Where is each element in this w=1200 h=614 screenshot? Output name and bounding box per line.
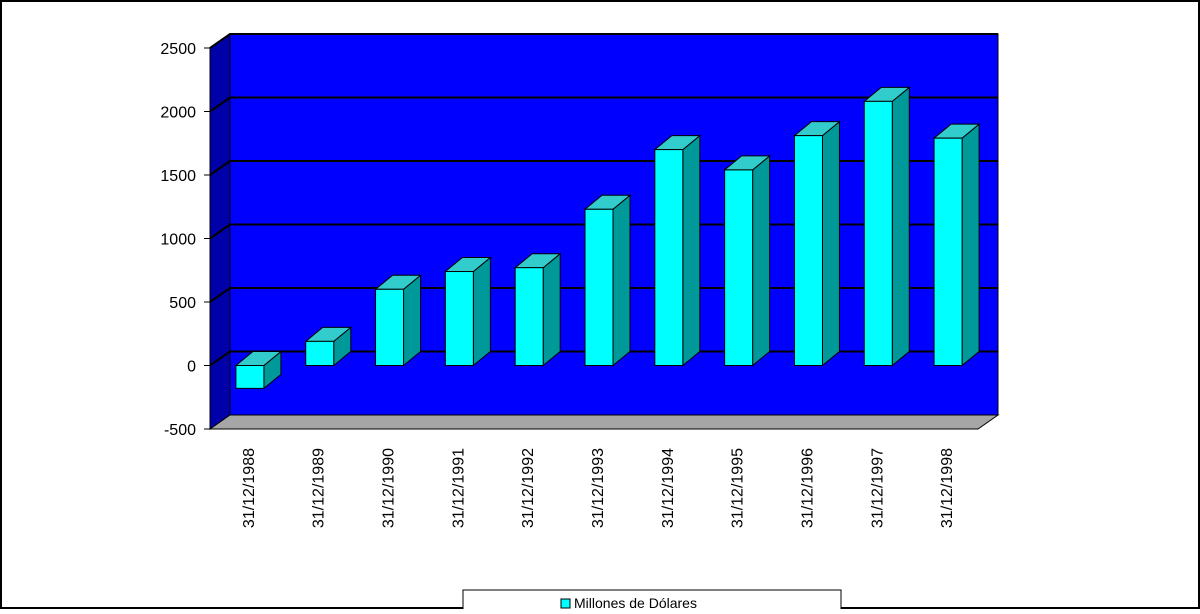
- bar-front: [444, 271, 474, 366]
- bar-front: [375, 288, 405, 366]
- bar-front: [933, 137, 963, 366]
- bar: [513, 252, 562, 367]
- bar-front: [235, 365, 265, 389]
- x-tick-label: 31/12/1988: [241, 448, 258, 528]
- x-tick-label: 31/12/1995: [730, 448, 747, 528]
- bar-side: [752, 154, 771, 367]
- bar-front: [584, 208, 614, 366]
- bar: [793, 120, 841, 367]
- x-tick-label: 31/12/1991: [450, 448, 467, 528]
- y-tick-label: 1000: [160, 232, 196, 249]
- x-tick-label: 31/12/1998: [939, 448, 956, 528]
- bar-front: [654, 149, 684, 366]
- x-tick-label: 31/12/1993: [590, 448, 607, 528]
- bar: [583, 194, 632, 367]
- x-tick-label: 31/12/1990: [381, 448, 398, 528]
- gridline: [209, 96, 998, 113]
- bar: [374, 274, 422, 367]
- bar: [862, 86, 911, 367]
- bar: [304, 326, 353, 367]
- gridline: [209, 33, 998, 49]
- floor: [208, 414, 1000, 430]
- y-tick-label: -500: [164, 422, 196, 439]
- bar: [234, 350, 283, 390]
- bar-side: [891, 86, 910, 367]
- bar-side: [682, 134, 701, 367]
- x-tick-label: 31/12/1996: [799, 448, 816, 528]
- bar-side: [403, 274, 422, 367]
- bar: [932, 123, 981, 367]
- x-tick-label: 31/12/1989: [311, 448, 328, 528]
- bar-side: [542, 252, 561, 367]
- bar: [653, 134, 702, 367]
- y-tick-label: 0: [187, 359, 196, 376]
- bar-side: [961, 123, 980, 367]
- bar-front: [793, 135, 823, 366]
- legend-label: Millones de Dólares: [574, 595, 697, 609]
- y-tick-label: 2500: [160, 41, 196, 58]
- bar-side: [472, 256, 491, 367]
- legend: Millones de Dólares: [462, 589, 842, 613]
- bar-front: [305, 340, 335, 366]
- x-tick-label: 31/12/1997: [869, 448, 886, 528]
- bar-front: [514, 267, 544, 366]
- y-tick-label: 2000: [160, 105, 196, 122]
- y-tick-label: 1500: [160, 168, 196, 185]
- bar-front: [724, 169, 754, 366]
- bar-front: [863, 100, 893, 366]
- x-tick-label: 31/12/1992: [520, 448, 537, 528]
- x-tick-label: 31/12/1994: [660, 448, 677, 528]
- bar: [723, 154, 772, 367]
- bar-side: [612, 194, 631, 367]
- legend-swatch: [560, 598, 571, 609]
- y-tick-label: 500: [169, 295, 196, 312]
- bar-side: [821, 120, 840, 367]
- bar: [443, 256, 492, 367]
